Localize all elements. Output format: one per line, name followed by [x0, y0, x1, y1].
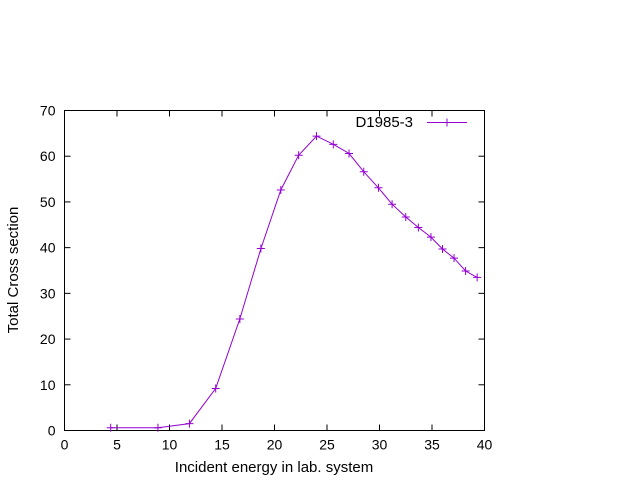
data-point — [211, 384, 220, 393]
x-axis-title: Incident energy in lab. system — [175, 459, 373, 476]
data-point — [450, 254, 459, 263]
data-point — [235, 314, 244, 323]
y-axis-title: Total Cross section — [5, 207, 22, 334]
x-tick-label: 0 — [61, 437, 69, 453]
data-point — [388, 200, 397, 209]
x-axis: 0 5 10 15 20 25 30 35 40 — [61, 110, 493, 453]
y-tick-label: 20 — [40, 331, 56, 347]
data-point — [153, 423, 162, 432]
x-tick-label: 5 — [113, 437, 121, 453]
data-point — [329, 140, 338, 149]
data-point — [185, 419, 194, 428]
x-tick-label: 35 — [424, 437, 440, 453]
legend-marker — [443, 118, 451, 127]
y-tick-label: 0 — [48, 423, 56, 439]
data-point — [359, 167, 368, 176]
data-point — [294, 151, 303, 160]
data-point — [345, 149, 354, 158]
series-line — [110, 135, 478, 429]
data-point — [473, 273, 482, 282]
y-axis: 0 10 20 30 40 50 60 70 — [40, 103, 485, 439]
series-layer — [106, 132, 482, 432]
plot-frame — [64, 110, 485, 431]
y-tick-label: 40 — [40, 240, 56, 256]
data-point — [374, 183, 383, 192]
x-tick-label: 25 — [319, 437, 335, 453]
x-tick-label: 40 — [477, 437, 493, 453]
y-tick-label: 50 — [40, 194, 56, 210]
data-point — [426, 233, 435, 242]
data-point — [106, 423, 115, 432]
y-tick-label: 30 — [40, 285, 56, 301]
x-tick-label: 15 — [214, 437, 230, 453]
data-point — [461, 266, 470, 275]
x-tick-label: 30 — [372, 437, 388, 453]
data-point — [414, 223, 423, 232]
x-tick-label: 20 — [267, 437, 283, 453]
data-point — [276, 186, 285, 195]
data-point — [401, 213, 410, 222]
data-point — [312, 132, 321, 141]
legend: D1985-3 — [355, 114, 467, 131]
y-tick-label: 70 — [40, 103, 56, 119]
legend-label: D1985-3 — [355, 114, 413, 131]
x-tick-label: 10 — [162, 437, 178, 453]
y-tick-label: 10 — [40, 377, 56, 393]
data-point — [438, 245, 447, 254]
y-tick-label: 60 — [40, 148, 56, 164]
data-point — [256, 244, 265, 253]
